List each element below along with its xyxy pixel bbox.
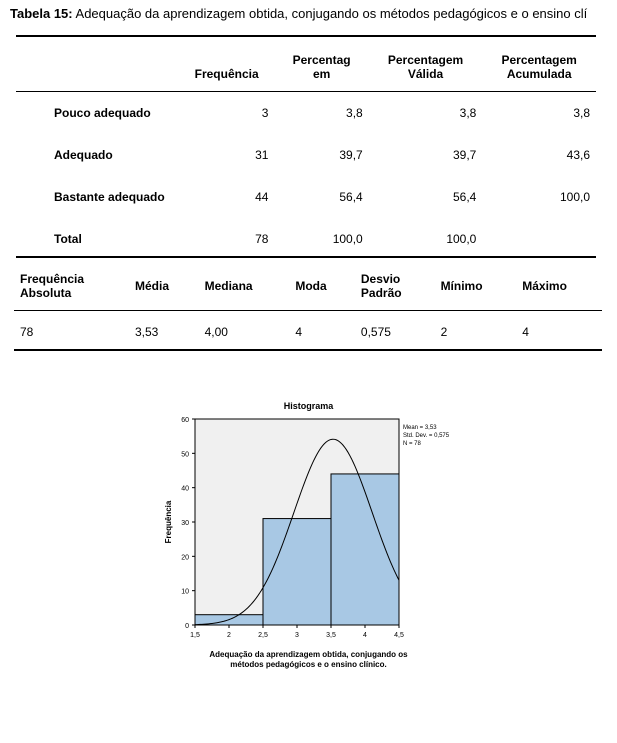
stats-td: 4 — [516, 311, 602, 351]
stats-td: 2 — [435, 311, 517, 351]
stats-th: FrequênciaAbsoluta — [14, 262, 129, 311]
svg-text:2: 2 — [227, 632, 231, 639]
svg-text:4: 4 — [363, 632, 367, 639]
svg-text:0: 0 — [185, 623, 189, 630]
svg-text:50: 50 — [181, 451, 189, 458]
svg-text:4,5: 4,5 — [394, 632, 404, 639]
svg-text:3: 3 — [295, 632, 299, 639]
stats-th: Máximo — [516, 262, 602, 311]
stats-th: DesvioPadrão — [355, 262, 435, 311]
stats-th: Mínimo — [435, 262, 517, 311]
chart-xlabel: Adequação da aprendizagem obtida, conjug… — [159, 650, 459, 669]
svg-text:20: 20 — [181, 554, 189, 561]
th-valid: PercentagemVálida — [369, 47, 483, 92]
title-prefix: Tabela 15: — [10, 6, 73, 21]
svg-text:40: 40 — [181, 486, 189, 493]
svg-text:N = 78: N = 78 — [403, 441, 422, 447]
stats-td: 78 — [14, 311, 129, 351]
table-row: Pouco adequado33,83,83,8 — [16, 92, 596, 135]
th-cum: PercentagemAcumulada — [482, 47, 596, 92]
title-rest: Adequação da aprendizagem obtida, conjug… — [76, 6, 588, 21]
svg-text:10: 10 — [181, 589, 189, 596]
stats-td: 3,53 — [129, 311, 199, 351]
svg-text:2,5: 2,5 — [258, 632, 268, 639]
svg-text:1,5: 1,5 — [190, 632, 200, 639]
stats-th: Média — [129, 262, 199, 311]
svg-text:Std. Dev. = 0,575: Std. Dev. = 0,575 — [403, 433, 450, 439]
svg-text:3,5: 3,5 — [326, 632, 336, 639]
svg-text:Mean = 3,53: Mean = 3,53 — [403, 425, 437, 431]
histogram-svg: 0 10 20 30 40 50 60 1,5 2 2,5 3 3,5 4 4,5 Frequência Me… — [159, 413, 459, 643]
table1-container: Frequência Percentagem PercentagemVálida… — [16, 35, 596, 262]
stats-th: Moda — [289, 262, 355, 311]
stats-td: 0,575 — [355, 311, 435, 351]
chart-title: Histograma — [159, 401, 459, 411]
svg-text:30: 30 — [181, 520, 189, 527]
stats-td: 4,00 — [199, 311, 290, 351]
table-title: Tabela 15: Adequação da aprendizagem obt… — [10, 6, 607, 21]
stats-td: 4 — [289, 311, 355, 351]
stats-table: FrequênciaAbsolutaMédiaMedianaModaDesvio… — [14, 262, 602, 351]
svg-text:60: 60 — [181, 417, 189, 424]
th-pct: Percentagem — [274, 47, 368, 92]
table-row: Total78100,0100,0 — [16, 218, 596, 256]
table-row: Adequado3139,739,743,6 — [16, 134, 596, 176]
svg-text:Frequência: Frequência — [164, 500, 173, 543]
histogram-container: Histograma 0 10 20 30 40 50 60 1,5 2 2,5 3 3,5 4 4,5 F… — [159, 401, 459, 669]
stats-th: Mediana — [199, 262, 290, 311]
frequency-table: Frequência Percentagem PercentagemVálida… — [16, 47, 596, 256]
table-row: Bastante adequado4456,456,4100,0 — [16, 176, 596, 218]
th-freq: Frequência — [179, 47, 275, 92]
